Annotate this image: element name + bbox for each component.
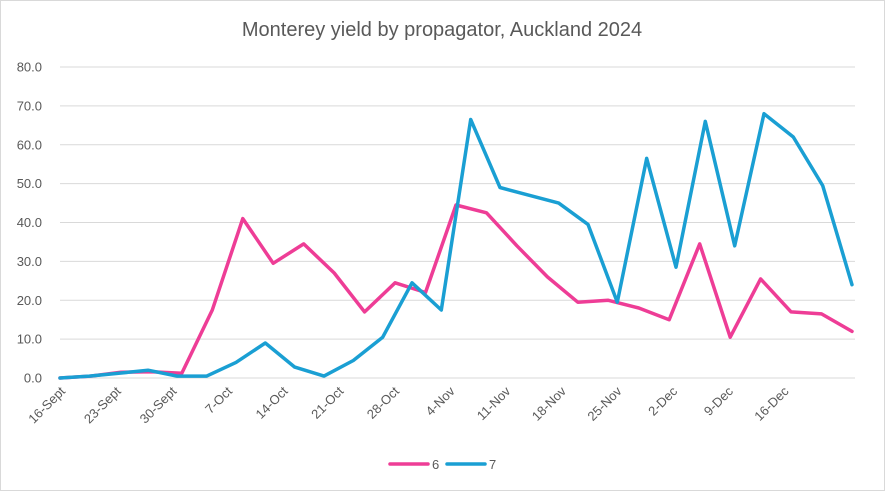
x-tick-label: 2-Dec [645, 383, 680, 418]
series-line-6 [58, 203, 854, 380]
y-tick-label: 10.0 [17, 332, 42, 347]
x-tick-label: 25-Nov [584, 383, 625, 424]
x-tick-label: 18-Nov [529, 383, 570, 424]
y-tick-label: 60.0 [17, 137, 42, 152]
x-tick-label: 7-Oct [202, 383, 235, 416]
x-tick-label: 21-Oct [308, 383, 346, 421]
x-tick-label: 16-Sept [25, 383, 68, 426]
y-tick-label: 30.0 [17, 254, 42, 269]
x-tick-label: 14-Oct [253, 383, 291, 421]
gridlines [60, 66, 855, 379]
y-axis-tick-labels: 0.0 10.0 20.0 30.0 40.0 50.0 60.0 70.0 80.0 [17, 60, 42, 386]
series-lines [58, 111, 854, 380]
y-tick-label: 40.0 [17, 215, 42, 230]
x-tick-label: 16-Dec [751, 383, 792, 424]
x-axis-tick-labels: 16-Sept 23-Sept 30-Sept 7-Oct 14-Oct 21-Oct 28… [25, 383, 792, 426]
y-tick-label: 50.0 [17, 176, 42, 191]
chart-title: Monterey yield by propagator, Auckland 2… [242, 19, 642, 41]
y-tick-label: 0.0 [24, 371, 42, 386]
legend-label-7: 7 [489, 457, 496, 472]
x-tick-label: 30-Sept [137, 383, 180, 426]
series-line-7 [58, 111, 854, 380]
y-tick-label: 20.0 [17, 293, 42, 308]
y-tick-label: 70.0 [17, 98, 42, 113]
legend-label-6: 6 [432, 457, 439, 472]
x-tick-label: 9-Dec [701, 383, 736, 418]
y-tick-label: 80.0 [17, 60, 42, 75]
x-tick-label: 4-Nov [423, 383, 458, 418]
x-tick-label: 11-Nov [474, 383, 514, 423]
x-tick-label: 23-Sept [81, 383, 124, 426]
x-tick-label: 28-Oct [364, 383, 402, 421]
